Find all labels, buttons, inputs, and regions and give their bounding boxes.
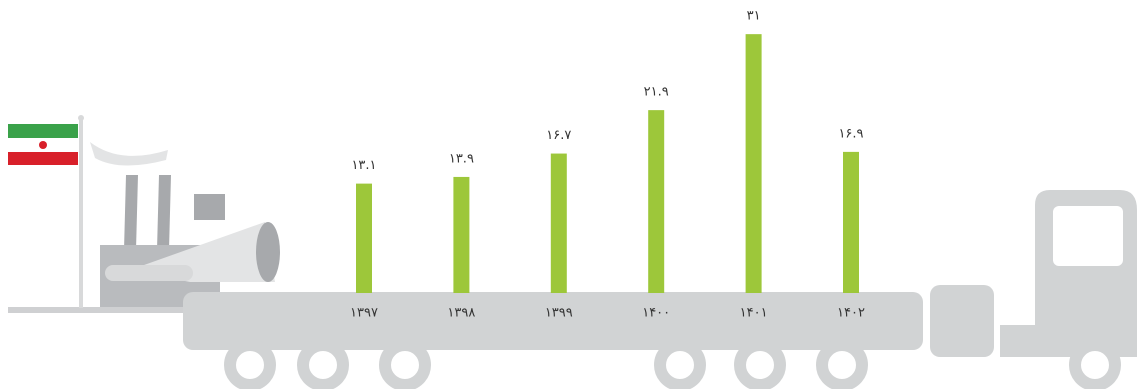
wheel	[379, 339, 431, 389]
value-label: ۱۶.۷	[546, 128, 571, 143]
value-label: ۳۱	[747, 9, 761, 24]
tank	[194, 194, 225, 220]
wheel	[816, 339, 868, 389]
wheel	[654, 339, 706, 389]
bars: ۱۳.۱ ۱۳۹۷ ۱۳.۹ ۱۳۹۸ ۱۶.۷ ۱۳۹۹ ۲۱.۹ ۱۴۰۰ ۳۱ ۱۴۰۱ ۱۶…	[350, 9, 865, 321]
wheels	[224, 339, 1121, 389]
category-label: ۱۳۹۸	[447, 306, 475, 321]
ground	[8, 307, 188, 313]
value-label: ۲۱.۹	[644, 85, 669, 100]
bar	[453, 176, 470, 293]
wheel	[1069, 339, 1121, 389]
category-label: ۱۳۹۷	[350, 306, 378, 321]
chimney	[124, 175, 138, 250]
paper-roll	[256, 222, 280, 282]
chimney	[157, 175, 171, 250]
truck-coupling	[930, 285, 994, 357]
value-label: ۱۶.۹	[838, 126, 863, 141]
flag-emblem	[39, 141, 47, 149]
bar	[648, 110, 665, 293]
bar	[356, 183, 372, 293]
category-label: ۱۳۹۹	[545, 306, 573, 321]
flagpole-top	[78, 115, 84, 121]
wheel	[224, 339, 276, 389]
wheel	[734, 339, 786, 389]
value-label: ۱۳.۹	[449, 151, 474, 166]
category-label: ۱۴۰۲	[837, 306, 865, 321]
flag-red	[8, 152, 78, 165]
category-label: ۱۴۰۰	[642, 306, 670, 321]
bar	[550, 153, 567, 293]
category-label: ۱۴۰۱	[740, 306, 768, 321]
flag-green	[8, 124, 78, 138]
smoke	[90, 142, 168, 166]
roller	[105, 265, 193, 281]
cab-window	[1053, 206, 1123, 266]
truck	[183, 190, 1137, 389]
bar	[745, 34, 762, 294]
truck-bed	[183, 292, 923, 350]
value-label: ۱۳.۱	[351, 158, 376, 173]
factory-illustration	[8, 115, 280, 313]
flagpole	[79, 118, 83, 308]
bar	[843, 151, 859, 293]
wheel	[297, 339, 349, 389]
